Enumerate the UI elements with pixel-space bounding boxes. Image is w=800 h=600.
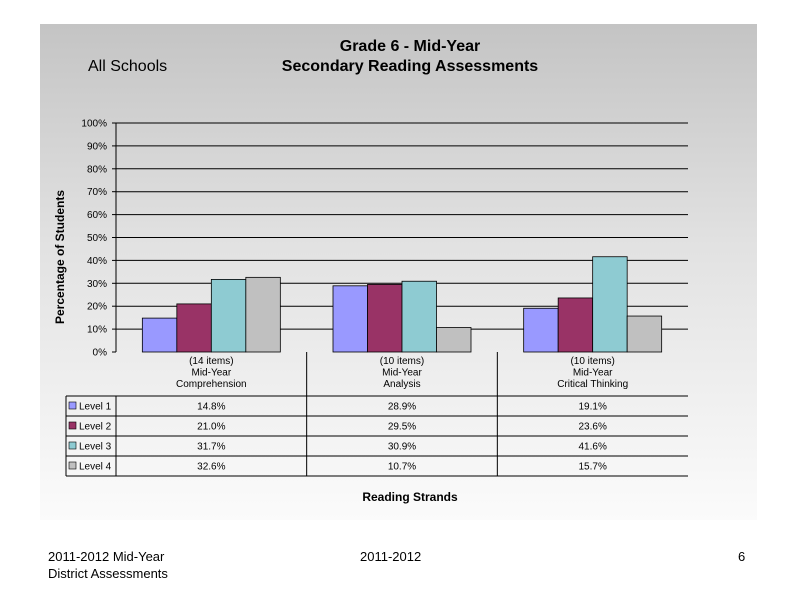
chart-title-line1: Grade 6 - Mid-Year [339, 38, 481, 55]
bar-level-3 [210, 279, 247, 353]
chart-panel [40, 24, 757, 520]
category-label: Mid-Year [573, 368, 613, 379]
data-cell: 32.6% [197, 462, 225, 473]
y-tick-label: 90% [87, 141, 107, 152]
bar-level-2 [557, 297, 594, 353]
chart-title-line2: Secondary Reading Assessments [281, 58, 539, 75]
bar-level-4 [626, 315, 663, 353]
footer-left-line1: 2011-2012 Mid-Year [48, 549, 165, 564]
y-tick-label: 30% [87, 279, 107, 290]
data-cell: 31.7% [197, 442, 225, 453]
legend-swatch [68, 421, 77, 430]
data-cell: 30.9% [388, 442, 416, 453]
chart-title: Grade 6 - Mid-Year Secondary Reading Ass… [255, 37, 565, 77]
x-axis-label: Reading Strands [362, 490, 458, 504]
category-label: Comprehension [176, 379, 247, 390]
y-tick-label: 50% [87, 233, 107, 244]
category-label: (10 items) [570, 356, 614, 367]
data-cell: 10.7% [388, 462, 416, 473]
legend-swatch [68, 441, 77, 450]
y-tick-label: 10% [87, 325, 107, 336]
category-label: Mid-Year [382, 368, 422, 379]
legend-entry: Level 2 [79, 422, 112, 433]
y-tick-label: 70% [87, 187, 107, 198]
bar-level-1 [523, 307, 559, 353]
data-cell: 41.6% [578, 442, 606, 453]
category-label: (10 items) [380, 356, 424, 367]
bar-level-4 [436, 327, 472, 353]
legend-entry: Level 1 [79, 402, 112, 413]
bar-level-3 [401, 280, 437, 353]
category-label: Critical Thinking [557, 379, 628, 390]
data-cell: 15.7% [578, 462, 606, 473]
y-tick-label: 0% [93, 348, 108, 359]
y-tick-label: 40% [87, 256, 107, 267]
data-cell: 14.8% [197, 402, 225, 413]
data-cell: 23.6% [578, 422, 606, 433]
page-number: 6 [738, 549, 746, 564]
y-tick-label: 80% [87, 164, 107, 175]
legend-entry: Level 3 [79, 442, 112, 453]
y-tick-label: 60% [87, 210, 107, 221]
y-tick-label: 100% [81, 119, 107, 130]
scope-label: All Schools [88, 58, 168, 75]
bar-level-1 [141, 317, 178, 353]
footer-center: 2011-2012 [360, 549, 422, 564]
legend-swatch [68, 401, 77, 410]
data-cell: 28.9% [388, 402, 416, 413]
legend-entry: Level 4 [79, 462, 112, 473]
category-label: (14 items) [189, 356, 233, 367]
legend-swatch [68, 461, 77, 470]
data-cell: 29.5% [388, 422, 416, 433]
bar-level-4 [245, 276, 281, 353]
category-label: Analysis [383, 379, 420, 390]
bar-level-2 [176, 303, 212, 353]
category-label: Mid-Year [192, 368, 232, 379]
bar-level-2 [367, 284, 403, 353]
data-cell: 21.0% [197, 422, 225, 433]
bar-level-3 [592, 256, 628, 353]
y-tick-label: 20% [87, 302, 107, 313]
footer-left: 2011-2012 Mid-Year District Assessments [48, 548, 168, 582]
footer-left-line2: District Assessments [48, 566, 168, 581]
bar-level-1 [332, 285, 368, 353]
data-cell: 19.1% [578, 402, 606, 413]
